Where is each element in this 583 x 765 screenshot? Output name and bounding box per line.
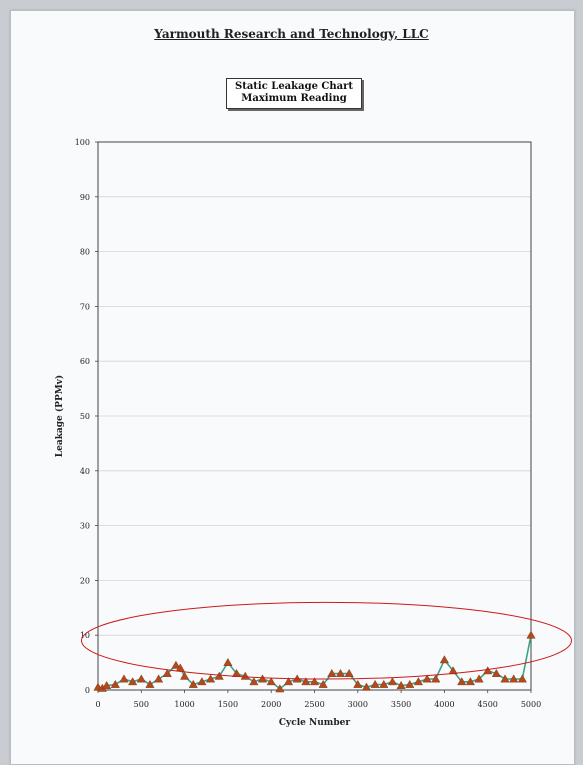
data-point	[301, 677, 311, 686]
data-point	[275, 684, 285, 693]
data-point	[335, 668, 346, 677]
chart-title-box: Static Leakage Chart Maximum Reading	[226, 78, 362, 109]
data-point	[500, 674, 510, 683]
y-tick-label: 10	[80, 631, 90, 640]
x-tick-label: 2500	[304, 700, 324, 709]
data-point	[145, 679, 155, 688]
x-tick-label: 1500	[218, 700, 238, 709]
x-tick-label: 4500	[478, 700, 498, 709]
y-tick-label: 40	[80, 467, 90, 476]
company-name: Yarmouth Research and Technology, LLC	[154, 27, 429, 41]
y-tick-label: 30	[80, 522, 90, 531]
data-point	[249, 677, 259, 686]
data-point	[431, 674, 441, 683]
y-tick-label: 100	[75, 138, 90, 147]
data-point	[465, 677, 475, 686]
x-axis-title: Cycle Number	[279, 718, 350, 728]
x-tick-label: 0	[95, 700, 100, 709]
data-point	[266, 677, 276, 686]
data-point	[197, 677, 207, 686]
data-point	[257, 674, 268, 683]
data-point	[119, 674, 129, 683]
chart-title-line-1: Static Leakage Chart	[234, 81, 354, 92]
data-point	[309, 677, 320, 686]
gridlines	[98, 196, 531, 636]
data-point	[154, 674, 164, 683]
data-point	[171, 660, 181, 669]
y-tick-label: 50	[80, 412, 90, 421]
data-point	[379, 679, 389, 688]
data-point	[283, 677, 294, 686]
data-point	[405, 679, 415, 688]
data-point	[474, 674, 484, 683]
data-point	[344, 668, 354, 677]
data-point	[517, 674, 527, 683]
x-axis: 0 500 1000 1500 2000 2500 3000 3500 4000 4500 5000	[95, 690, 541, 709]
x-tick-label: 5000	[521, 700, 541, 709]
data-point	[327, 668, 337, 677]
data-point	[439, 655, 449, 664]
data-point	[491, 668, 501, 677]
data-point	[162, 668, 172, 677]
y-axis: 0 10 20 30 40 50 60 70 80 90 100	[75, 138, 98, 695]
y-tick-label: 0	[85, 686, 90, 695]
x-tick-label: 3000	[348, 700, 368, 709]
x-tick-label: 3500	[391, 700, 411, 709]
data-point	[223, 657, 233, 666]
data-point	[526, 630, 536, 639]
data-point	[361, 682, 372, 691]
data-point	[102, 681, 112, 689]
data-point	[413, 677, 423, 686]
data-point	[509, 674, 519, 683]
y-tick-label: 80	[80, 248, 90, 257]
data-point	[353, 679, 363, 688]
data-point	[387, 677, 397, 686]
data-point	[206, 674, 216, 683]
y-tick-label: 20	[80, 576, 90, 585]
data-point	[370, 679, 380, 688]
data-point	[422, 674, 432, 683]
data-point	[457, 677, 467, 686]
data-point	[180, 671, 190, 680]
data-point	[136, 674, 146, 683]
data-point	[318, 679, 328, 688]
data-point	[110, 679, 120, 688]
chart-title-line-2: Maximum Reading	[241, 93, 347, 104]
highlight-ellipse	[81, 601, 572, 680]
y-axis-title: Leakage (PPMv)	[54, 375, 65, 457]
x-tick-label: 500	[134, 700, 149, 709]
data-point	[128, 677, 138, 686]
data-point	[396, 681, 406, 689]
data-point	[240, 671, 250, 680]
y-tick-label: 70	[80, 302, 90, 311]
y-tick-label: 90	[80, 193, 90, 202]
data-point	[188, 679, 198, 688]
y-tick-label: 60	[80, 357, 90, 366]
x-tick-label: 2000	[261, 700, 281, 709]
x-tick-label: 1000	[174, 700, 194, 709]
report-page	[10, 10, 575, 765]
series	[93, 630, 536, 693]
x-tick-label: 4000	[434, 700, 454, 709]
